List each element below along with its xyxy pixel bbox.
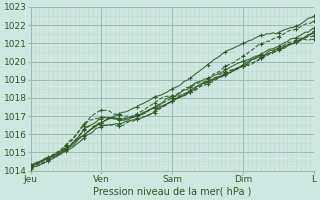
X-axis label: Pression niveau de la mer( hPa ): Pression niveau de la mer( hPa ) bbox=[93, 187, 252, 197]
